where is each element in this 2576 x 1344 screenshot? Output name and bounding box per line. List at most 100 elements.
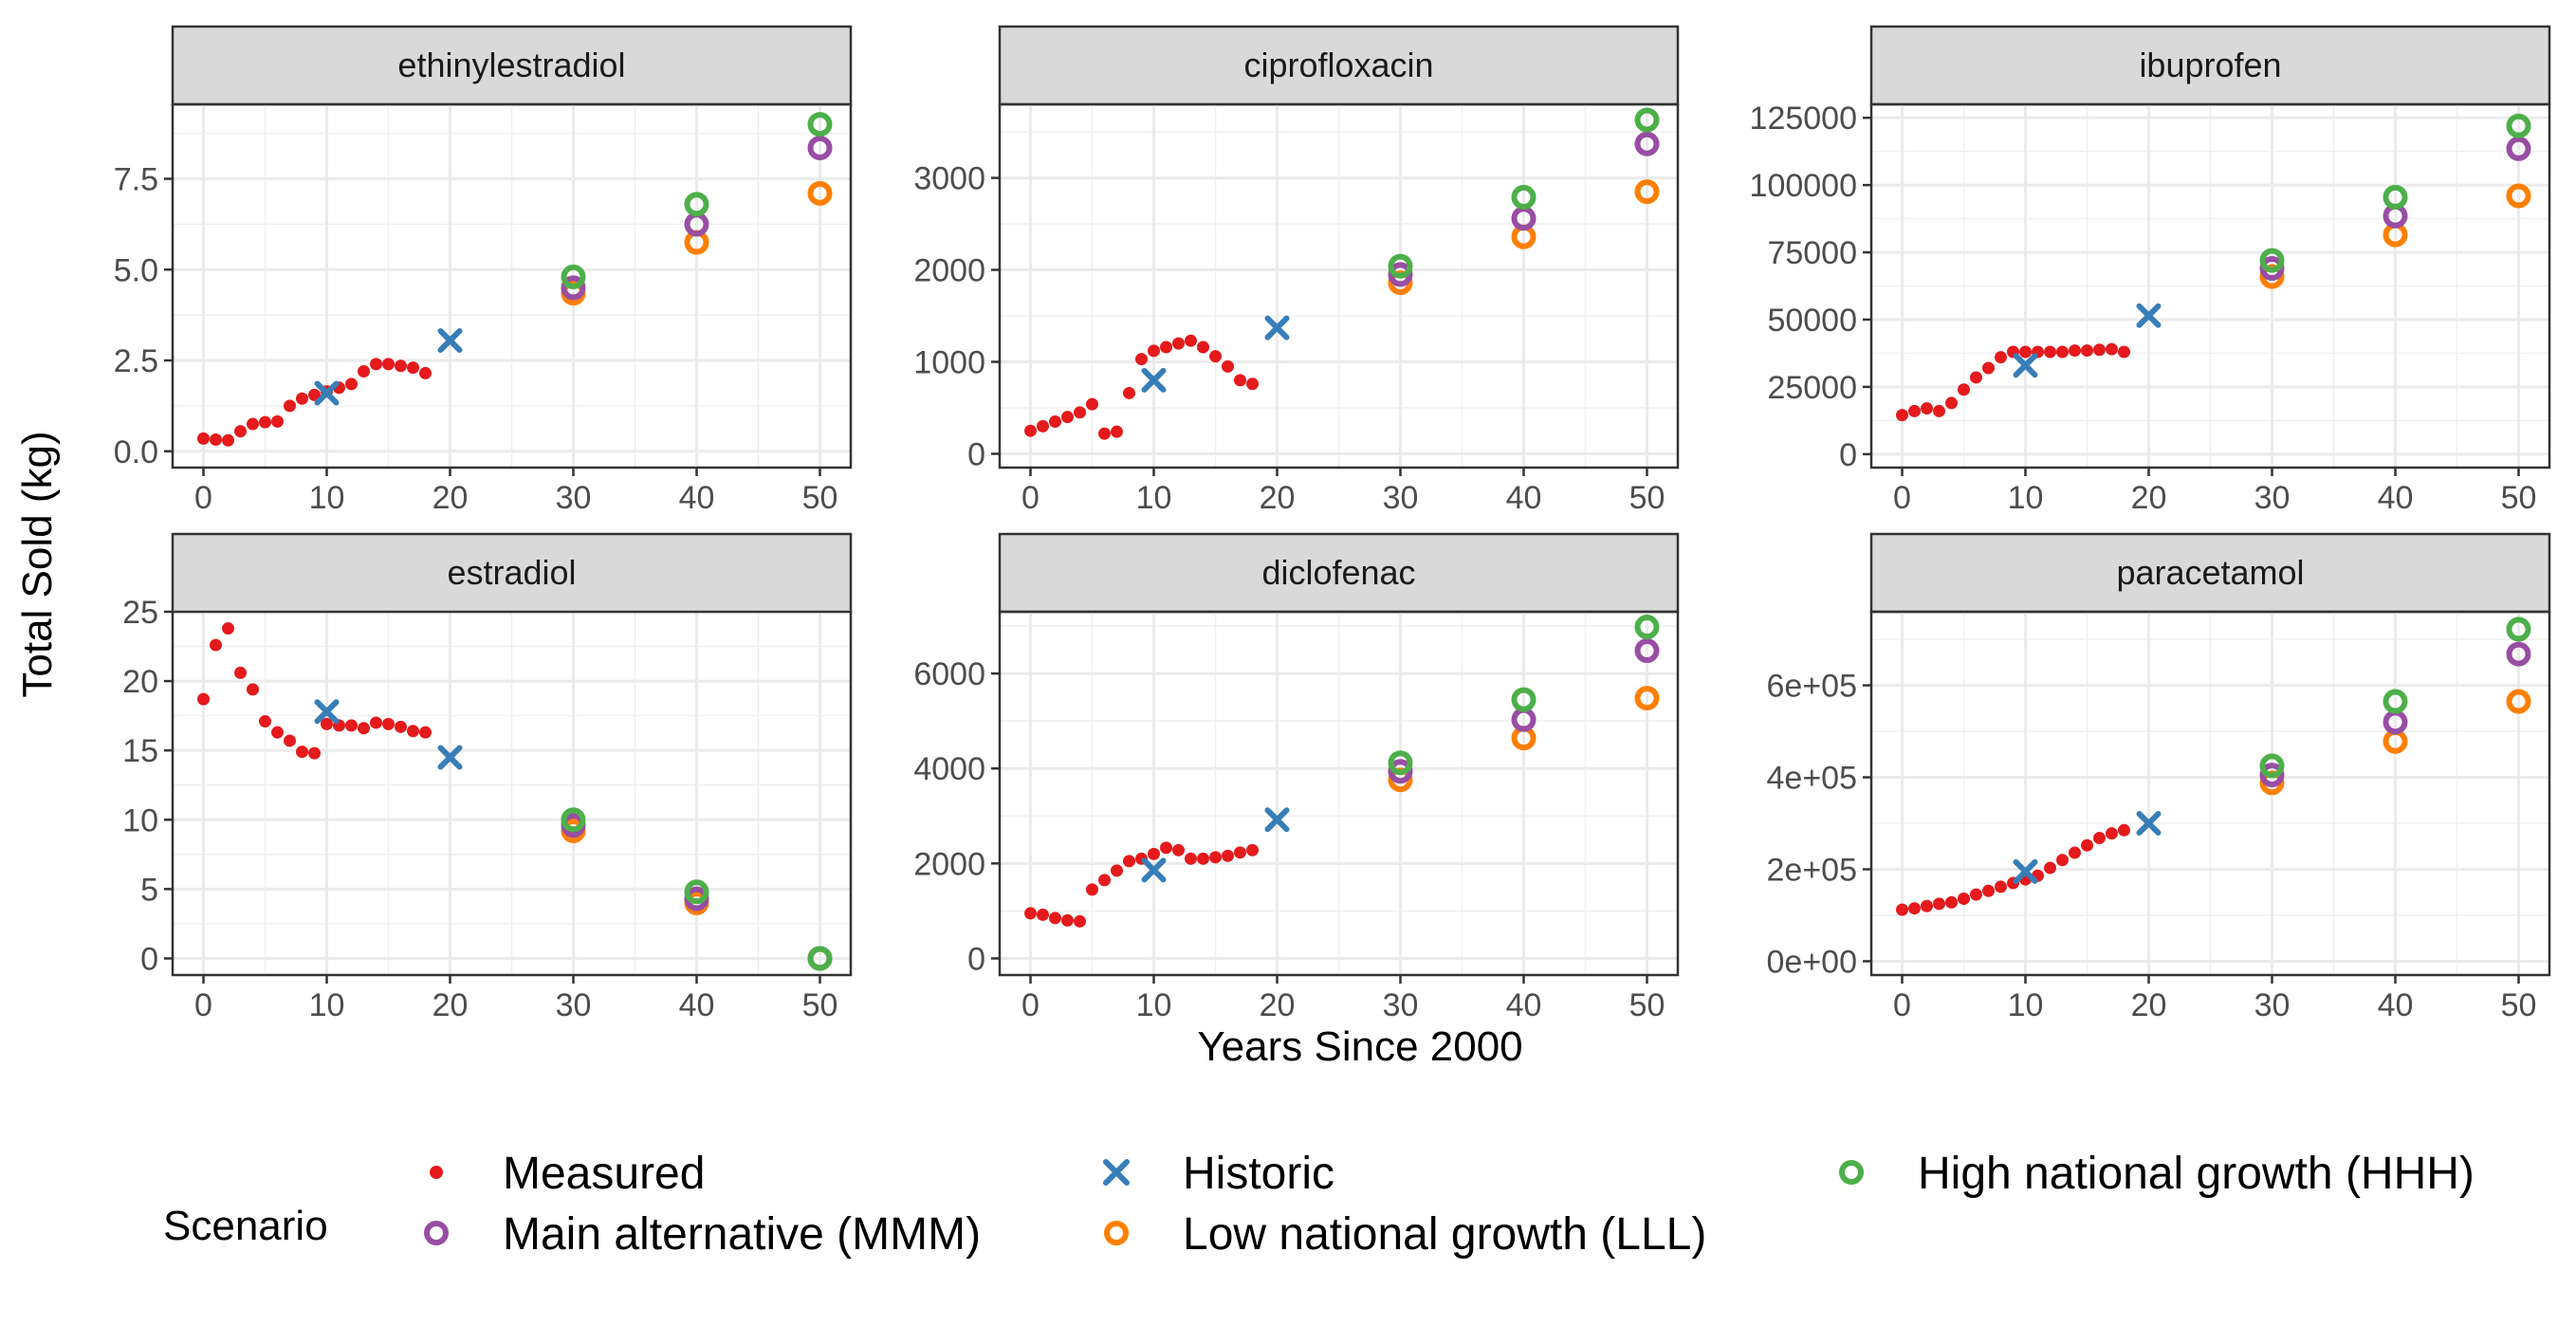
- measured-point: [1024, 424, 1037, 437]
- main-point: [2259, 763, 2285, 788]
- measured-point: [407, 361, 419, 375]
- measured-point: [1098, 874, 1111, 887]
- measured-point: [1921, 402, 1933, 415]
- measured-point: [2081, 838, 2093, 852]
- y-tick-label: 1000: [913, 344, 985, 380]
- measured-point: [1933, 897, 1945, 911]
- x-tick-label: 0: [1021, 987, 1040, 1023]
- measured-point: [2019, 345, 2032, 359]
- y-tick-label: 10: [122, 802, 158, 838]
- measured-point: [1945, 396, 1958, 410]
- historic-point: [437, 745, 463, 770]
- x-tick-label: 0: [194, 480, 212, 516]
- panel-border: [171, 102, 853, 469]
- measured-point: [1896, 409, 1908, 422]
- historic-point: [1264, 315, 1290, 341]
- y-axis-title: Total Sold (kg): [14, 431, 61, 697]
- measured-point: [1135, 353, 1148, 366]
- measured-point: [407, 725, 419, 738]
- y-tick-label: 2000: [913, 846, 985, 882]
- measured-point: [1024, 907, 1037, 920]
- y-tick-label: 125000: [1750, 101, 1857, 137]
- measured-point: [370, 716, 382, 729]
- measured-point: [210, 433, 222, 447]
- measured-point: [1185, 334, 1197, 347]
- facet-strip-label: paracetamol: [2116, 553, 2304, 592]
- legend-key-ring: [424, 1221, 449, 1245]
- y-tick-label: 20: [122, 664, 158, 700]
- legend-key-ring: [1104, 1221, 1129, 1245]
- main-point: [1634, 131, 1660, 156]
- measured-point: [259, 714, 271, 727]
- high-point: [1511, 687, 1536, 712]
- y-tick-label: 0.0: [114, 434, 158, 470]
- y-tick-label: 4e+05: [1767, 761, 1858, 797]
- high-point: [2506, 617, 2531, 642]
- y-tick-label: 0: [1839, 437, 1857, 473]
- low-point: [807, 180, 833, 206]
- measured-point: [1234, 846, 1246, 859]
- legend: Scenario Measured Historic High national g…: [163, 1149, 2475, 1260]
- legend-label: Measured: [503, 1149, 705, 1199]
- x-tick-label: 20: [2131, 987, 2167, 1023]
- y-tick-label: 6000: [913, 656, 985, 692]
- facet-strip: [171, 532, 853, 614]
- x-tick-label: 10: [2008, 480, 2044, 516]
- historic-point: [1141, 367, 1167, 393]
- x-tick-label: 30: [1383, 480, 1419, 516]
- historic-point: [314, 380, 340, 406]
- measured-point: [234, 666, 247, 679]
- measured-point: [2093, 832, 2106, 845]
- legend-key-ring: [1839, 1160, 1864, 1185]
- y-tick-label: 2e+05: [1767, 852, 1858, 888]
- high-point: [807, 946, 833, 971]
- historic-point: [2013, 858, 2038, 884]
- measured-point: [419, 726, 432, 739]
- measured-point: [1995, 880, 2007, 893]
- measured-point: [382, 717, 395, 730]
- measured-point: [382, 358, 395, 371]
- measured-point: [271, 726, 284, 739]
- measured-point: [1970, 371, 1982, 384]
- historic-point: [1141, 857, 1167, 883]
- legend-item-0: Measured: [430, 1149, 705, 1199]
- historic-point: [1264, 807, 1290, 833]
- x-tick-label: 30: [2254, 480, 2291, 516]
- legend-label: Historic: [1183, 1149, 1334, 1199]
- measured-point: [1148, 847, 1160, 860]
- main-point: [561, 275, 586, 301]
- low-point: [2506, 183, 2531, 209]
- measured-point: [222, 433, 234, 447]
- y-tick-label: 75000: [1767, 235, 1857, 271]
- measured-point: [1234, 374, 1246, 387]
- measured-point: [1086, 883, 1098, 896]
- x-tick-label: 40: [1506, 987, 1542, 1023]
- high-point: [561, 807, 586, 833]
- x-axis-title: Years Since 2000: [1197, 1023, 1522, 1070]
- high-point: [684, 192, 709, 217]
- measured-point: [1982, 361, 1995, 375]
- x-tick-label: 50: [802, 987, 838, 1023]
- measured-point: [1123, 386, 1135, 399]
- measured-point: [1246, 377, 1259, 391]
- panel-estradiol: estradiol 0 10 20 30 40 50 0 5 10 15 20 25: [122, 532, 853, 1023]
- facet-strip-label: diclofenac: [1261, 553, 1415, 592]
- measured-point: [296, 746, 308, 759]
- y-tick-label: 7.5: [114, 162, 158, 198]
- high-point: [1634, 107, 1660, 133]
- high-point: [807, 112, 833, 138]
- main-point: [807, 135, 833, 160]
- high-point: [684, 879, 709, 905]
- y-tick-label: 3000: [913, 161, 985, 197]
- x-tick-label: 50: [1629, 987, 1665, 1023]
- x-tick-label: 50: [2501, 480, 2537, 516]
- historic-point: [314, 699, 340, 725]
- measured-point: [2056, 345, 2069, 359]
- high-point: [2259, 248, 2285, 273]
- x-tick-label: 30: [556, 987, 592, 1023]
- facet-strip: [1869, 25, 2551, 106]
- measured-point: [1995, 351, 2007, 364]
- measured-point: [1958, 893, 1970, 906]
- measured-point: [1172, 843, 1185, 856]
